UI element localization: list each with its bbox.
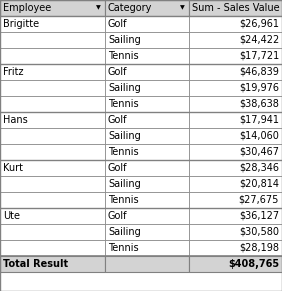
Text: $20,814: $20,814 [239,179,279,189]
Text: Sailing: Sailing [108,131,141,141]
Bar [0,48,105,64]
Text: ▼: ▼ [96,6,100,10]
Bar [105,160,189,176]
Text: Sum - Sales Value: Sum - Sales Value [192,3,280,13]
Bar [189,208,282,224]
Text: $46,839: $46,839 [239,67,279,77]
Text: Fritz: Fritz [3,67,23,77]
Bar [189,96,282,112]
Text: ▼: ▼ [180,6,184,10]
Bar [0,144,105,160]
Text: Golf: Golf [108,19,127,29]
Text: $17,721: $17,721 [239,51,279,61]
Text: Sailing: Sailing [108,83,141,93]
Bar [189,224,282,240]
Bar [189,48,282,64]
Text: Sailing: Sailing [108,179,141,189]
Bar [0,64,105,80]
Bar [189,80,282,96]
Bar [105,256,189,272]
Text: $30,467: $30,467 [239,147,279,157]
Bar [189,192,282,208]
Text: Category: Category [108,3,152,13]
Text: Tennis: Tennis [108,99,139,109]
Bar [189,128,282,144]
Text: Employee: Employee [3,3,51,13]
Bar [0,208,105,224]
Bar [105,176,189,192]
Bar [0,0,105,16]
Text: Golf: Golf [108,67,127,77]
Bar [0,240,105,256]
Text: Ute: Ute [3,211,20,221]
Text: $408,765: $408,765 [228,259,279,269]
Bar [105,128,189,144]
Bar [189,240,282,256]
Bar [105,224,189,240]
Text: Tennis: Tennis [108,51,139,61]
Bar [105,112,189,128]
Text: $26,961: $26,961 [239,19,279,29]
Bar [105,32,189,48]
Bar [105,144,189,160]
Bar [0,16,105,32]
Bar [189,144,282,160]
Bar [189,112,282,128]
Bar [189,16,282,32]
Text: Sailing: Sailing [108,227,141,237]
Bar [0,128,105,144]
Bar [189,256,282,272]
Bar [105,48,189,64]
Text: Kurt: Kurt [3,163,23,173]
Text: $19,976: $19,976 [239,83,279,93]
Bar [105,96,189,112]
Text: Tennis: Tennis [108,147,139,157]
Bar [105,208,189,224]
Bar [0,256,105,272]
Text: Golf: Golf [108,163,127,173]
Text: $17,941: $17,941 [239,115,279,125]
Text: Hans: Hans [3,115,28,125]
Bar [189,32,282,48]
Text: Tennis: Tennis [108,243,139,253]
Text: Brigitte: Brigitte [3,19,39,29]
Bar [189,0,282,16]
Text: $24,422: $24,422 [239,35,279,45]
Text: Golf: Golf [108,115,127,125]
Text: Golf: Golf [108,211,127,221]
Text: Tennis: Tennis [108,195,139,205]
Bar [0,176,105,192]
Bar [0,160,105,176]
Text: $36,127: $36,127 [239,211,279,221]
Bar [105,240,189,256]
Bar [0,192,105,208]
Text: $28,346: $28,346 [239,163,279,173]
Text: Total Result: Total Result [3,259,68,269]
Text: $14,060: $14,060 [239,131,279,141]
Bar [105,80,189,96]
Bar [105,0,189,16]
Text: $30,580: $30,580 [239,227,279,237]
Text: $38,638: $38,638 [239,99,279,109]
Bar [0,224,105,240]
Bar [189,176,282,192]
Bar [0,96,105,112]
Bar [0,32,105,48]
Bar [0,112,105,128]
Bar [105,16,189,32]
Bar [189,160,282,176]
Bar [0,80,105,96]
Bar [105,64,189,80]
Text: Sailing: Sailing [108,35,141,45]
Text: $28,198: $28,198 [239,243,279,253]
Bar [189,64,282,80]
Bar [105,192,189,208]
Text: $27,675: $27,675 [239,195,279,205]
